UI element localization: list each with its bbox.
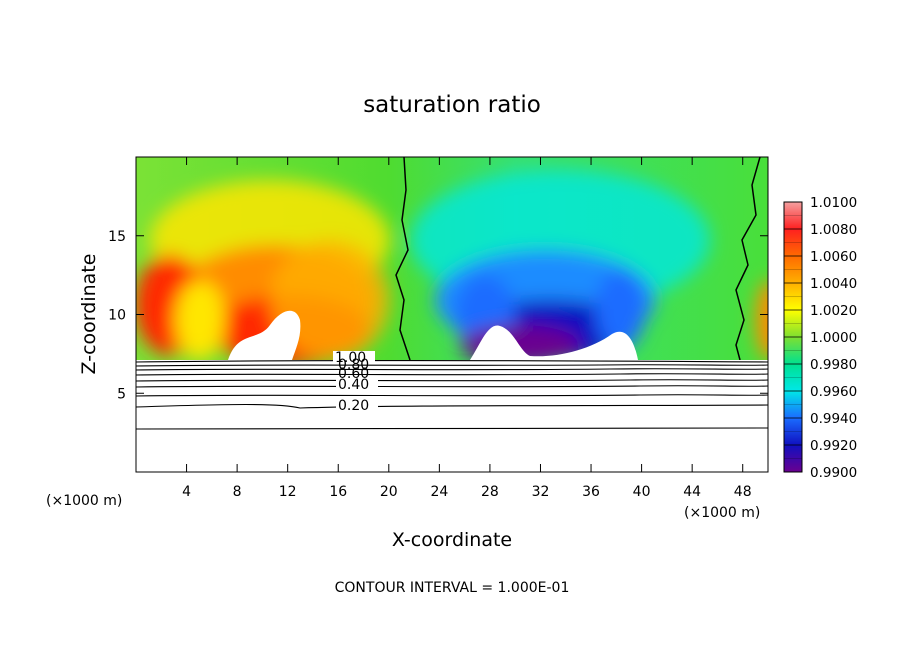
x-axis-ticks: 4 8 12 16 20 24 28 32 36 40 44 48	[182, 157, 752, 500]
chart-title: saturation ratio	[363, 92, 541, 118]
contour-label-020: 0.20	[338, 398, 369, 414]
x-tick-label: 4	[182, 484, 191, 500]
x-tick-label: 16	[329, 484, 347, 500]
x-tick-label: 48	[734, 484, 752, 500]
colorbar-label: 0.9960	[810, 384, 857, 400]
contour-label-group: 1.00 0.80 0.60 0.40 0.20	[333, 350, 378, 414]
colorbar-label: 1.0000	[810, 330, 857, 346]
colorbar-label: 1.0020	[810, 303, 857, 319]
colorbar-label: 0.9900	[810, 465, 857, 481]
colorbar-label: 0.9980	[810, 357, 857, 373]
x-tick-label: 20	[380, 484, 398, 500]
contour-label-040: 0.40	[338, 377, 369, 393]
colorbar-label: 0.9920	[810, 438, 857, 454]
contour-lines	[135, 359, 769, 430]
x-tick-label: 44	[683, 484, 701, 500]
contour-interval-note: CONTOUR INTERVAL = 1.000E-01	[335, 580, 570, 596]
colorbar-label: 0.9940	[810, 411, 857, 427]
heatmap-field	[136, 157, 768, 360]
colorbar-label: 1.0080	[810, 222, 857, 238]
x-tick-label: 40	[633, 484, 651, 500]
y-tick-label: 10	[108, 308, 126, 324]
colorbar-label: 1.0040	[810, 276, 857, 292]
x-tick-label: 12	[279, 484, 297, 500]
y-tick-label: 5	[117, 386, 126, 402]
colorbar: 1.0100 1.0080 1.0060 1.0040 1.0020 1.0000 0.99…	[783, 195, 857, 481]
x-tick-label: 8	[233, 484, 242, 500]
contour-label-080: 0.80	[338, 357, 369, 373]
x-tick-label: 36	[582, 484, 600, 500]
y-axis-label: Z-coordinate	[78, 254, 100, 375]
colorbar-label: 1.0060	[810, 249, 857, 265]
x-units-left: (×1000 m)	[46, 493, 122, 509]
x-tick-label: 24	[430, 484, 448, 500]
x-axis-label: X-coordinate	[392, 529, 512, 551]
contour-label-100: 1.00	[335, 350, 366, 366]
x-tick-label: 28	[481, 484, 499, 500]
colorbar-label: 1.0100	[810, 195, 857, 211]
x-tick-label: 32	[532, 484, 550, 500]
y-tick-label: 15	[108, 229, 126, 245]
y-axis-ticks: 5 10 15	[108, 229, 768, 402]
x-units-right: (×1000 m)	[684, 505, 760, 521]
